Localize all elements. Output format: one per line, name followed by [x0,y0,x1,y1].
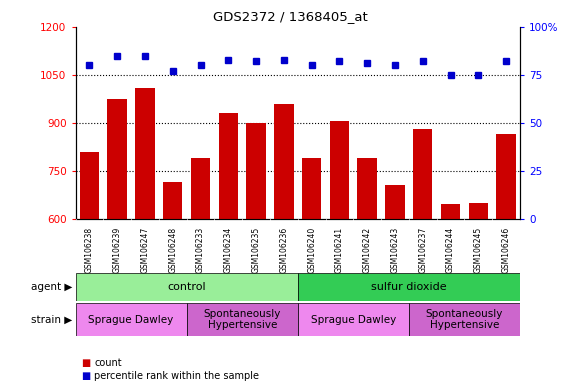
Bar [469,203,488,219]
Bar [163,182,182,219]
Bar [191,158,210,219]
Text: percentile rank within the sample: percentile rank within the sample [94,371,259,381]
Text: Spontaneously
Hypertensive: Spontaneously Hypertensive [203,309,281,331]
Bar [385,185,405,219]
Bar [80,152,99,219]
Text: GSM106237: GSM106237 [418,227,427,273]
Bar [409,303,520,336]
Bar [76,303,187,336]
Text: Spontaneously
Hypertensive: Spontaneously Hypertensive [426,309,503,331]
Bar [76,273,298,301]
Text: GSM106233: GSM106233 [196,227,205,273]
Text: GSM106241: GSM106241 [335,227,344,273]
Text: control: control [167,282,206,292]
Text: GSM106235: GSM106235 [252,227,261,273]
Text: GSM106239: GSM106239 [113,227,121,273]
Text: strain ▶: strain ▶ [31,314,73,325]
Text: Sprague Dawley: Sprague Dawley [311,314,396,325]
Bar [135,88,155,219]
Text: sulfur dioxide: sulfur dioxide [371,282,447,292]
Bar [302,158,321,219]
Bar [187,303,298,336]
Text: GSM106236: GSM106236 [279,227,288,273]
Bar [441,204,460,219]
Text: Sprague Dawley: Sprague Dawley [88,314,174,325]
Text: agent ▶: agent ▶ [31,282,73,292]
Bar [298,273,520,301]
Bar [274,104,293,219]
Bar [298,303,409,336]
Text: ■: ■ [81,358,91,368]
Text: GSM106247: GSM106247 [141,227,149,273]
Text: GDS2372 / 1368405_at: GDS2372 / 1368405_at [213,10,368,23]
Text: GSM106244: GSM106244 [446,227,455,273]
Text: GSM106242: GSM106242 [363,227,372,273]
Bar [329,121,349,219]
Text: GSM106234: GSM106234 [224,227,233,273]
Text: GSM106243: GSM106243 [390,227,400,273]
Text: GSM106246: GSM106246 [501,227,511,273]
Text: GSM106245: GSM106245 [474,227,483,273]
Text: ■: ■ [81,371,91,381]
Text: count: count [94,358,122,368]
Bar [496,134,516,219]
Bar [357,158,377,219]
Bar [107,99,127,219]
Bar [218,113,238,219]
Bar [413,129,432,219]
Text: GSM106240: GSM106240 [307,227,316,273]
Bar [246,123,266,219]
Text: GSM106248: GSM106248 [168,227,177,273]
Text: GSM106238: GSM106238 [85,227,94,273]
